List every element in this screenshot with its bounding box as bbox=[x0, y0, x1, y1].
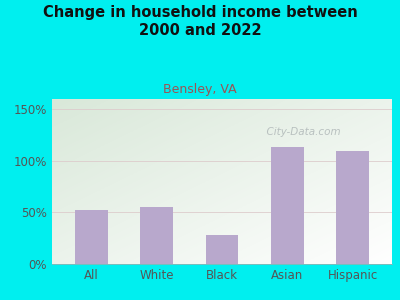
Text: Bensley, VA: Bensley, VA bbox=[163, 82, 237, 95]
Text: Change in household income between
2000 and 2022: Change in household income between 2000 … bbox=[43, 4, 357, 38]
Bar bbox=[75, 210, 108, 264]
Bar bbox=[336, 151, 369, 264]
Bar bbox=[271, 148, 304, 264]
Bar bbox=[206, 235, 238, 264]
Text: City-Data.com: City-Data.com bbox=[260, 127, 340, 137]
Bar bbox=[140, 207, 173, 264]
